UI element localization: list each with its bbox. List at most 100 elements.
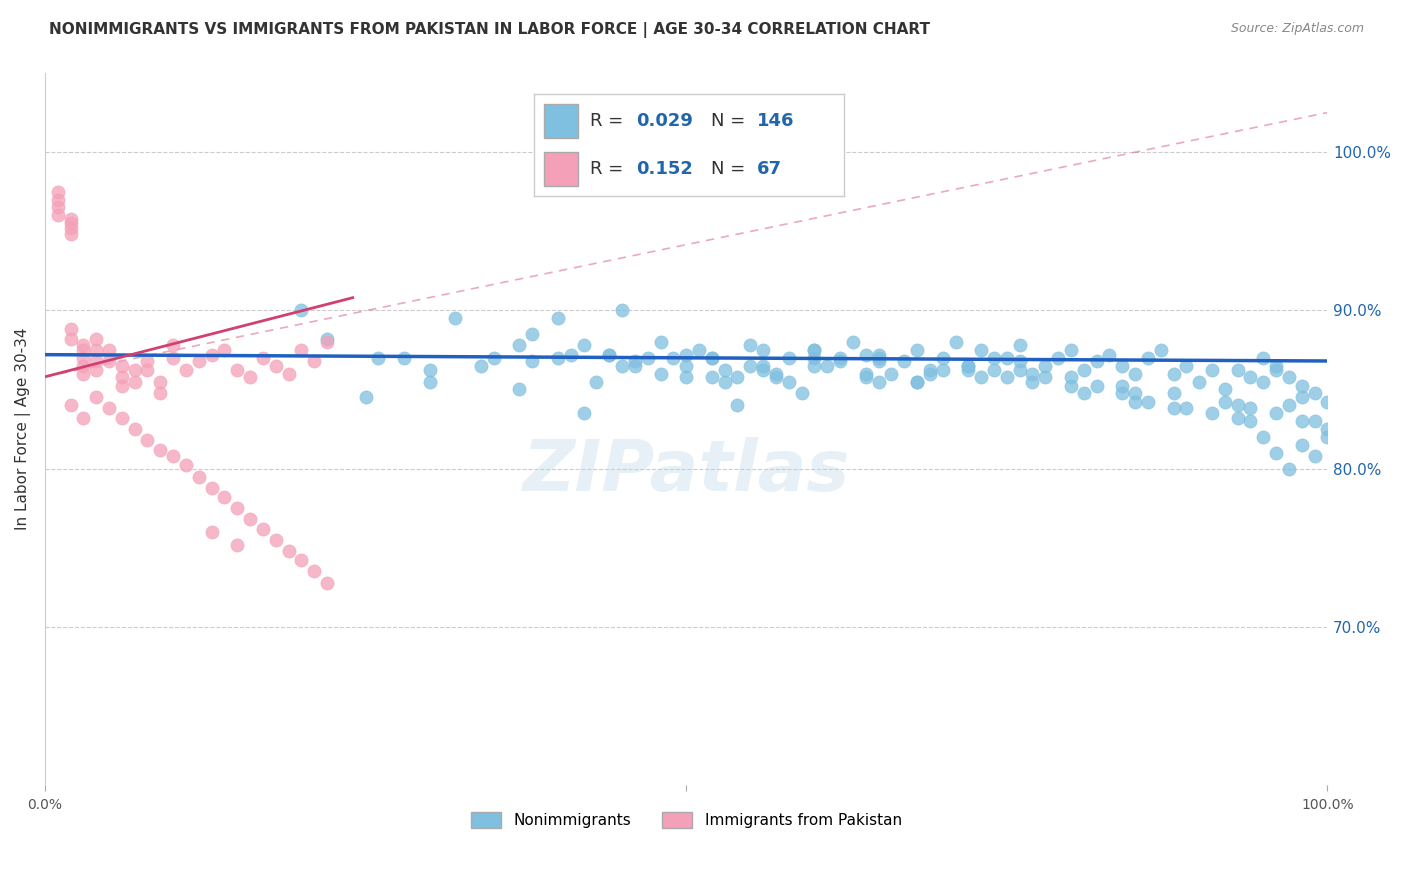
Point [1265, 359, 1288, 373]
Point [880, 367, 903, 381]
Point [918, 367, 941, 381]
FancyBboxPatch shape [544, 104, 578, 137]
Point [1291, 379, 1313, 393]
Point [1123, 367, 1146, 381]
Point [392, 351, 415, 365]
Point [59, 216, 82, 230]
Point [868, 348, 890, 362]
Point [59, 227, 82, 242]
Text: R =: R = [591, 112, 628, 130]
Point [59, 221, 82, 235]
Point [1226, 398, 1249, 412]
Point [162, 351, 184, 365]
Point [136, 354, 159, 368]
Point [713, 375, 735, 389]
Point [1303, 385, 1326, 400]
Point [1303, 449, 1326, 463]
Point [662, 351, 685, 365]
Point [316, 575, 339, 590]
Point [727, 398, 749, 412]
Point [1021, 375, 1043, 389]
Point [124, 422, 146, 436]
Point [149, 375, 172, 389]
Point [174, 458, 197, 473]
Point [905, 375, 928, 389]
Point [1253, 430, 1275, 444]
Point [700, 351, 723, 365]
Point [84, 391, 107, 405]
Point [1098, 348, 1121, 362]
Point [46, 208, 69, 222]
Point [1201, 406, 1223, 420]
Point [957, 363, 980, 377]
Point [290, 343, 312, 357]
Point [1060, 379, 1083, 393]
Point [201, 348, 224, 362]
Point [1060, 343, 1083, 357]
Point [752, 343, 775, 357]
Point [1226, 411, 1249, 425]
Point [610, 303, 633, 318]
Point [650, 334, 672, 349]
Point [252, 351, 274, 365]
Text: 0.029: 0.029 [637, 112, 693, 130]
Point [1278, 398, 1301, 412]
Point [868, 351, 890, 365]
Legend: Nonimmigrants, Immigrants from Pakistan: Nonimmigrants, Immigrants from Pakistan [464, 806, 908, 834]
Point [59, 398, 82, 412]
Point [1291, 414, 1313, 428]
Point [970, 343, 993, 357]
Point [1175, 359, 1198, 373]
Point [855, 348, 877, 362]
Point [1150, 343, 1173, 357]
Text: 67: 67 [756, 160, 782, 178]
Point [214, 490, 236, 504]
Point [124, 363, 146, 377]
Point [740, 338, 762, 352]
Point [277, 544, 299, 558]
Point [98, 343, 121, 357]
Point [1291, 438, 1313, 452]
Point [637, 351, 659, 365]
Point [957, 359, 980, 373]
Point [1163, 385, 1185, 400]
Point [700, 369, 723, 384]
Point [560, 348, 582, 362]
Point [803, 351, 825, 365]
Point [214, 343, 236, 357]
Point [1136, 351, 1159, 365]
Point [46, 201, 69, 215]
Point [419, 363, 441, 377]
Point [995, 351, 1018, 365]
Text: N =: N = [710, 112, 751, 130]
Point [650, 367, 672, 381]
Point [778, 351, 800, 365]
Point [1136, 395, 1159, 409]
Point [302, 565, 325, 579]
Point [162, 338, 184, 352]
Point [111, 369, 134, 384]
Y-axis label: In Labor Force | Age 30-34: In Labor Force | Age 30-34 [15, 327, 31, 530]
Point [72, 343, 94, 357]
Point [1303, 414, 1326, 428]
Point [713, 363, 735, 377]
Point [72, 338, 94, 352]
Point [868, 375, 890, 389]
Point [700, 351, 723, 365]
Point [1265, 406, 1288, 420]
Point [201, 481, 224, 495]
Point [522, 327, 544, 342]
Point [1213, 383, 1236, 397]
Point [688, 343, 710, 357]
Text: R =: R = [591, 160, 628, 178]
Point [1239, 414, 1261, 428]
Point [828, 351, 851, 365]
Point [302, 354, 325, 368]
Point [124, 375, 146, 389]
Point [59, 322, 82, 336]
Point [1123, 395, 1146, 409]
Point [1073, 385, 1095, 400]
Point [1047, 351, 1070, 365]
Point [1278, 369, 1301, 384]
Point [59, 211, 82, 226]
